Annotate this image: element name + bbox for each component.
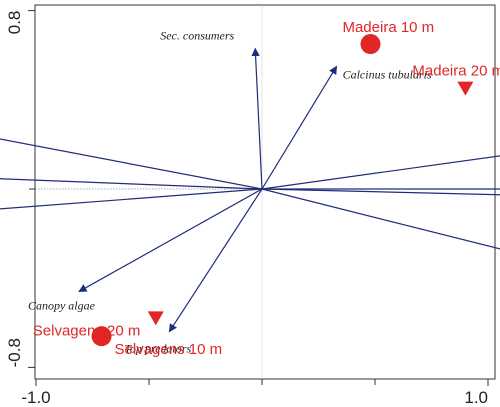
vector-arrow	[261, 188, 500, 196]
x-axis-ticks: -1.0 1.0	[21, 379, 489, 407]
site-marker-triangle	[457, 81, 474, 96]
vector-label: Sec. consumers	[160, 29, 234, 43]
site-marker-triangle	[147, 311, 164, 326]
vector-arrow	[0, 188, 263, 210]
vector-arrow	[78, 188, 263, 293]
vector-arrow	[0, 178, 263, 190]
y-tick-label: -0.8	[5, 338, 24, 367]
site-marker-circle	[360, 34, 381, 55]
site-label: Selvagens 20 m	[33, 322, 141, 339]
vector-arrow	[261, 188, 500, 250]
site-label: Madeira 20 m	[412, 63, 500, 80]
site-label: Selvagens 10 m	[115, 341, 223, 358]
site-marker-circle	[91, 326, 112, 347]
vector-arrow	[0, 138, 263, 190]
vector-arrow	[261, 65, 338, 190]
x-tick-label: -1.0	[21, 388, 50, 407]
vector-arrow	[251, 47, 263, 190]
y-axis-ticks: 0.8 -0.8	[5, 10, 35, 368]
vector-arrow	[168, 188, 263, 333]
vector-label: Top predators	[124, 342, 191, 356]
vector-label: Canopy algae	[28, 299, 96, 313]
plot-frame	[34, 4, 496, 380]
x-tick-label: 1.0	[464, 388, 488, 407]
site-label: Madeira 10 m	[342, 19, 434, 36]
vector-label: Calcinus tubularis	[343, 67, 432, 81]
site-markers: Madeira 10 m Madeira 20 m Selvagens 20 m Se…	[33, 19, 500, 358]
vector-arrow	[261, 155, 500, 190]
y-tick-label: 0.8	[5, 11, 24, 35]
